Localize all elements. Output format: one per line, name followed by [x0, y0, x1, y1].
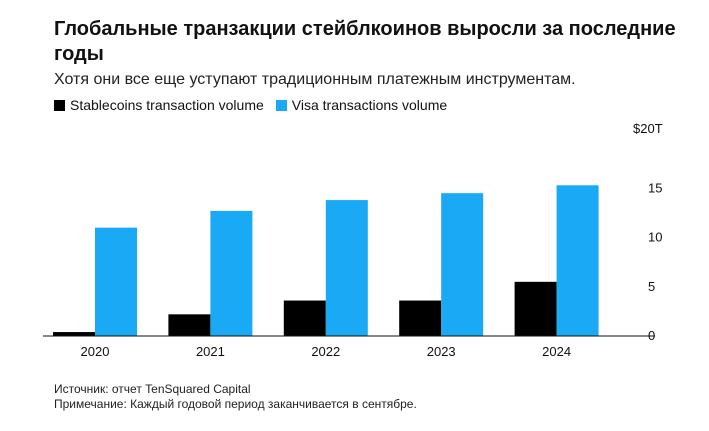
- x-tick-label-2024: 2024: [542, 344, 571, 359]
- bar-stablecoins-transaction-volume-2024: [514, 281, 557, 336]
- bar-stablecoins-transaction-volume-2023: [399, 300, 442, 336]
- legend: Stablecoins transaction volume Visa tran…: [54, 97, 459, 113]
- bar-visa-transactions-volume-2020: [95, 227, 137, 336]
- y-tick-label-20: $20T: [633, 121, 663, 136]
- legend-swatch-stablecoins: [54, 99, 65, 111]
- y-tick-label-5: 5: [648, 279, 655, 294]
- bar-visa-transactions-volume-2022: [325, 200, 368, 336]
- legend-label-visa: Visa transactions volume: [291, 97, 448, 113]
- bar-visa-transactions-volume-2024: [556, 185, 599, 336]
- legend-item-stablecoins: Stablecoins transaction volume: [54, 97, 264, 113]
- x-tick-label-2023: 2023: [427, 344, 456, 359]
- y-tick-label-15: 15: [648, 180, 662, 195]
- footer: Источник: отчет TenSquared Capital Приме…: [54, 382, 417, 412]
- bar-visa-transactions-volume-2021: [210, 210, 253, 336]
- x-tick-label-2022: 2022: [311, 344, 340, 359]
- bar-stablecoins-transaction-volume-2022: [283, 300, 326, 336]
- period-note: Примечание: Каждый годовой период заканч…: [54, 397, 417, 411]
- x-tick-label-2020: 2020: [81, 344, 110, 359]
- bar-visa-transactions-volume-2023: [441, 193, 484, 336]
- bars-group: [53, 185, 599, 336]
- y-axis-labels: 0 5 10 15 $20T: [633, 121, 663, 343]
- bar-stablecoins-transaction-volume-2020: [53, 332, 95, 336]
- legend-label-stablecoins: Stablecoins transaction volume: [70, 97, 264, 113]
- legend-swatch-visa: [275, 99, 287, 111]
- chart-title: Глобальные транзакции стейблкоинов вырос…: [54, 18, 676, 65]
- bar-stablecoins-transaction-volume-2021: [168, 314, 211, 336]
- x-tick-label-2021: 2021: [196, 344, 225, 359]
- y-tick-label-10: 10: [648, 230, 662, 245]
- y-tick-label-0: 0: [648, 328, 655, 343]
- source-note: Источник: отчет TenSquared Capital: [54, 382, 251, 396]
- chart-subtitle: Хотя они все еще уступают традиционным п…: [54, 71, 576, 88]
- x-axis-labels: 2020 2021 2022 2023 2024: [81, 344, 572, 359]
- legend-item-visa: Visa transactions volume: [275, 97, 448, 113]
